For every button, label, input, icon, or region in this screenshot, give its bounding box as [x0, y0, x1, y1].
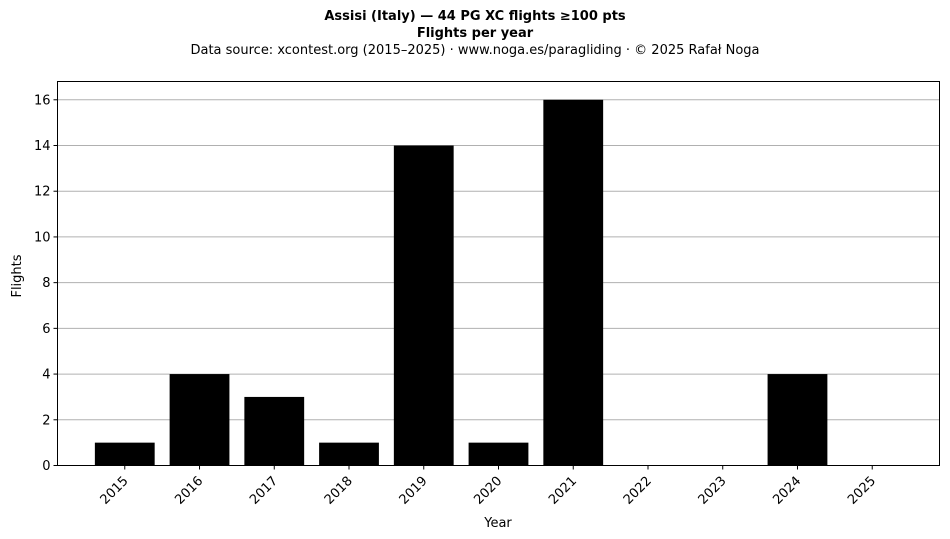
x-tick-label: 2019 [397, 474, 431, 508]
y-tick-label: 10 [34, 230, 51, 245]
tick-layer: 0 2 4 6 8 10 12 14 16 2015 2016 2017 2018 2019 2020 202… [34, 93, 879, 507]
bar [543, 99, 604, 466]
bar [94, 442, 155, 466]
y-axis-label: Flights [10, 254, 25, 297]
bar [393, 145, 454, 466]
y-tick-label: 12 [34, 185, 51, 200]
chart-subtitle: Flights per year [416, 26, 534, 41]
x-tick-label: 2025 [845, 474, 879, 508]
x-tick-label: 2016 [172, 474, 206, 508]
bar [468, 442, 529, 466]
chart-title: Assisi (Italy) — 44 PG XC flights ≥100 p… [324, 9, 626, 24]
y-tick-label: 16 [34, 93, 51, 108]
x-tick-label: 2023 [696, 474, 730, 508]
x-tick-label: 2018 [322, 474, 356, 508]
bar [767, 374, 828, 466]
bar-layer [94, 99, 828, 466]
x-tick-label: 2021 [546, 474, 580, 508]
y-tick-label: 0 [42, 459, 50, 474]
x-tick-label: 2024 [770, 474, 804, 508]
y-tick-label: 4 [42, 368, 50, 383]
y-tick-label: 2 [42, 413, 50, 428]
x-tick-label: 2017 [247, 474, 281, 508]
x-tick-label: 2020 [471, 474, 505, 508]
y-tick-label: 6 [42, 322, 50, 337]
bar [319, 442, 379, 466]
x-tick-label: 2022 [621, 474, 655, 508]
x-axis-label: Year [483, 516, 512, 531]
chart-caption: Data source: xcontest.org (2015–2025) · … [190, 43, 760, 58]
bar [244, 396, 305, 466]
y-tick-label: 8 [42, 276, 50, 291]
y-tick-label: 14 [34, 139, 51, 154]
bar [169, 374, 230, 466]
x-tick-label: 2015 [98, 474, 132, 508]
chart-titles: Assisi (Italy) — 44 PG XC flights ≥100 p… [0, 8, 950, 59]
